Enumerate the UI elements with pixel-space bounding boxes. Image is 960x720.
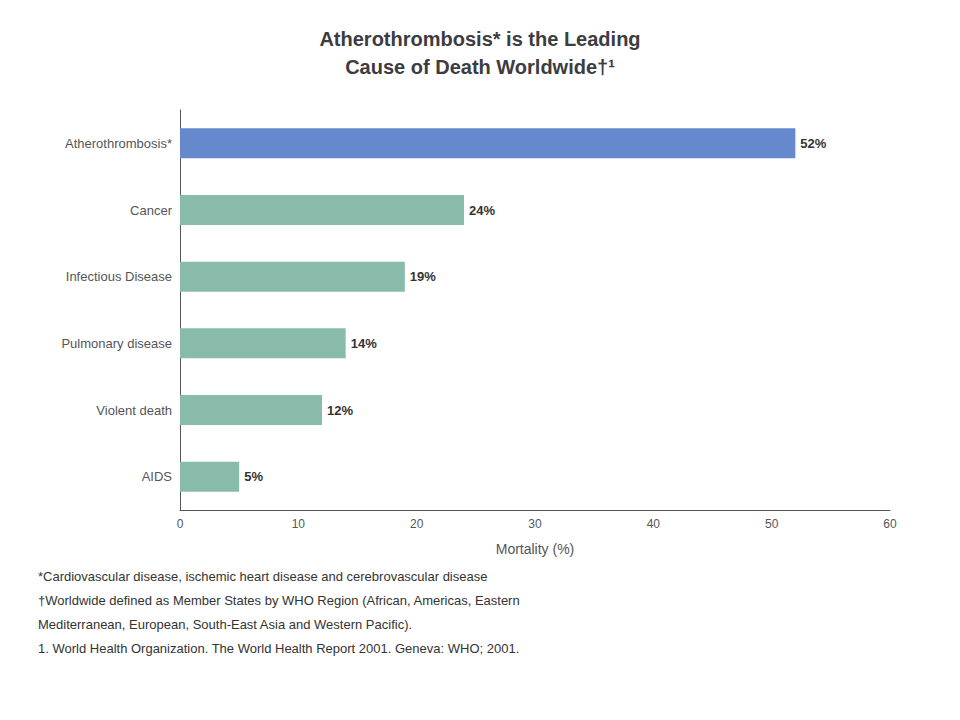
svg-text:1. World Health Organization.: 1. World Health Organization. The World …: [38, 641, 519, 656]
svg-text:12%: 12%: [327, 403, 353, 418]
svg-text:60: 60: [883, 517, 897, 531]
svg-text:40: 40: [647, 517, 661, 531]
svg-text:Mediterranean, European, South: Mediterranean, European, South-East Asia…: [38, 617, 412, 632]
svg-text:20: 20: [410, 517, 424, 531]
svg-text:0: 0: [177, 517, 184, 531]
svg-text:AIDS: AIDS: [142, 469, 173, 484]
svg-text:10: 10: [292, 517, 306, 531]
svg-text:†Worldwide defined as Member S: †Worldwide defined as Member States by W…: [38, 593, 520, 608]
svg-text:Atherothrombosis*: Atherothrombosis*: [65, 136, 172, 151]
svg-text:52%: 52%: [800, 136, 826, 151]
svg-text:50: 50: [765, 517, 779, 531]
svg-text:24%: 24%: [469, 203, 495, 218]
svg-text:Infectious Disease: Infectious Disease: [66, 269, 172, 284]
svg-text:*Cardiovascular disease, ische: *Cardiovascular disease, ischemic heart …: [38, 569, 487, 584]
svg-text:Cancer: Cancer: [130, 203, 173, 218]
svg-text:5%: 5%: [244, 469, 263, 484]
svg-text:Mortality (%): Mortality (%): [496, 541, 575, 557]
svg-text:19%: 19%: [410, 269, 436, 284]
svg-text:Pulmonary disease: Pulmonary disease: [61, 336, 172, 351]
svg-text:14%: 14%: [351, 336, 377, 351]
svg-text:Cause of Death Worldwide†¹: Cause of Death Worldwide†¹: [345, 56, 615, 78]
svg-text:Violent death: Violent death: [96, 403, 172, 418]
svg-text:30: 30: [528, 517, 542, 531]
svg-text:Atherothrombosis* is the Leadi: Atherothrombosis* is the Leading: [319, 28, 640, 50]
